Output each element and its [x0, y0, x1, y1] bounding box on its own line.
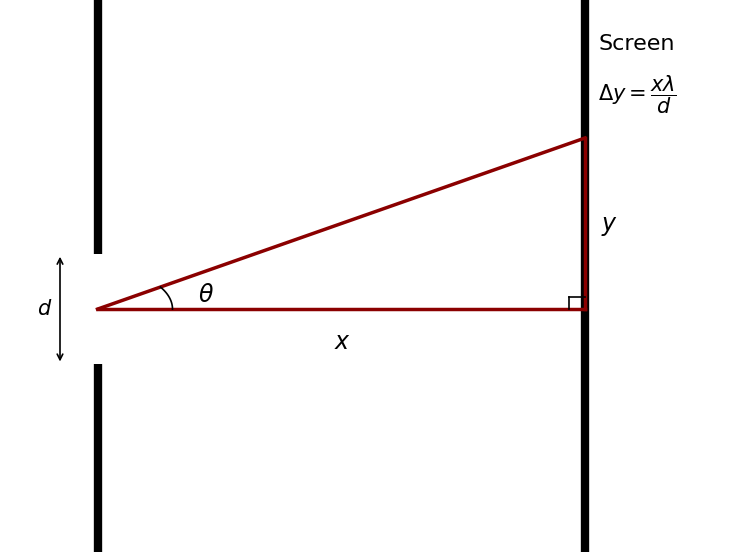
Text: d: d: [37, 299, 50, 319]
Text: $\Delta y = \dfrac{x\lambda}{d}$: $\Delta y = \dfrac{x\lambda}{d}$: [598, 73, 677, 116]
Text: θ: θ: [198, 283, 213, 307]
Text: x: x: [334, 330, 348, 354]
Text: Screen: Screen: [598, 34, 675, 54]
Text: y: y: [602, 211, 616, 236]
